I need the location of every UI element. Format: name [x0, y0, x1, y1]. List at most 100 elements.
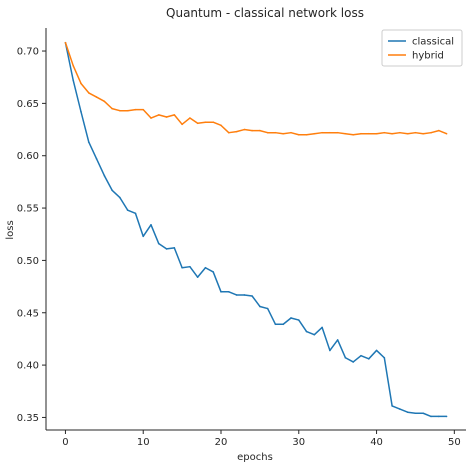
data-point-hybrid — [297, 133, 300, 136]
data-point-hybrid — [290, 131, 292, 134]
plot-area — [64, 41, 448, 418]
x-axis-ticks: 0 10 20 30 40 50 — [62, 430, 461, 448]
data-point-classical — [290, 317, 292, 319]
data-point-hybrid — [165, 116, 168, 118]
data-point-hybrid — [103, 100, 106, 103]
data-point-classical — [173, 247, 176, 249]
data-point-classical — [235, 294, 238, 296]
y-axis-ticks: 0.35 0.40 0.45 0.50 0.55 0.60 0.65 0.70 — [17, 47, 46, 424]
data-point-hybrid — [274, 131, 277, 134]
data-point-classical — [227, 291, 230, 293]
y-tick-label: 0.55 — [17, 204, 39, 215]
data-point-classical — [87, 141, 90, 143]
data-point-hybrid — [196, 122, 199, 125]
data-point-hybrid — [235, 130, 238, 133]
data-point-classical — [134, 212, 137, 215]
data-point-hybrid — [437, 129, 440, 132]
data-point-classical — [414, 412, 417, 415]
data-point-hybrid — [282, 132, 285, 135]
data-point-classical — [196, 276, 199, 278]
data-point-classical — [111, 189, 113, 192]
data-point-classical — [266, 307, 269, 310]
data-point-hybrid — [243, 128, 246, 131]
data-point-classical — [251, 295, 253, 297]
data-point-classical — [437, 415, 440, 418]
data-point-classical — [282, 323, 285, 326]
data-point-classical — [375, 349, 378, 352]
data-point-hybrid — [111, 107, 113, 110]
data-point-hybrid — [367, 132, 370, 135]
y-tick-label: 0.65 — [17, 99, 39, 110]
data-point-classical — [95, 158, 98, 160]
data-point-hybrid — [360, 132, 362, 135]
series-line-hybrid — [64, 42, 447, 136]
data-point-classical — [422, 412, 425, 415]
data-point-classical — [150, 224, 152, 226]
x-tick-label: 50 — [448, 437, 461, 448]
data-point-hybrid — [134, 108, 137, 111]
data-point-hybrid — [181, 123, 183, 126]
data-point-hybrid — [64, 41, 67, 44]
data-point-hybrid — [414, 131, 417, 134]
data-point-hybrid — [212, 121, 215, 124]
data-point-classical — [119, 196, 121, 199]
data-point-hybrid — [173, 114, 176, 116]
data-point-classical — [297, 319, 300, 321]
data-point-hybrid — [119, 109, 121, 112]
data-point-classical — [220, 291, 222, 293]
data-point-classical — [165, 248, 168, 250]
x-tick-label: 0 — [62, 437, 68, 448]
x-tick-label: 30 — [292, 437, 305, 448]
data-point-hybrid — [72, 64, 75, 67]
legend-label-hybrid: hybrid — [412, 51, 444, 62]
legend: classical hybrid — [381, 29, 463, 67]
y-axis-label: loss — [5, 220, 16, 239]
y-tick-label: 0.70 — [17, 47, 39, 58]
data-point-classical — [204, 266, 207, 269]
x-tick-label: 40 — [370, 437, 383, 448]
x-tick-label: 10 — [137, 437, 150, 448]
data-point-hybrid — [204, 121, 207, 124]
data-point-classical — [189, 265, 191, 268]
data-point-hybrid — [422, 132, 425, 135]
data-point-classical — [212, 271, 215, 273]
data-point-hybrid — [251, 129, 253, 132]
data-point-hybrid — [80, 82, 82, 85]
data-point-hybrid — [406, 132, 409, 135]
data-point-classical — [360, 354, 362, 357]
data-point-hybrid — [313, 132, 316, 135]
data-point-classical — [383, 356, 386, 359]
data-point-hybrid — [391, 132, 393, 135]
data-point-classical — [329, 349, 331, 352]
data-point-hybrid — [266, 131, 269, 134]
data-point-classical — [321, 326, 323, 329]
data-point-hybrid — [220, 124, 222, 127]
data-point-classical — [445, 415, 448, 418]
x-tick-label: 20 — [215, 437, 228, 448]
legend-label-classical: classical — [412, 37, 454, 48]
data-point-classical — [313, 333, 316, 336]
y-tick-label: 0.40 — [17, 361, 39, 372]
data-point-classical — [157, 242, 160, 245]
legend-box — [381, 29, 463, 67]
data-point-hybrid — [305, 133, 308, 136]
data-point-hybrid — [399, 131, 401, 134]
data-point-hybrid — [329, 131, 331, 134]
y-tick-label: 0.50 — [17, 256, 39, 267]
data-point-hybrid — [157, 114, 160, 116]
data-point-hybrid — [336, 131, 339, 134]
data-point-classical — [142, 235, 145, 238]
data-point-hybrid — [375, 132, 378, 135]
data-point-classical — [352, 361, 355, 363]
data-point-classical — [305, 330, 308, 333]
data-point-classical — [399, 408, 401, 410]
data-point-hybrid — [352, 133, 355, 136]
data-point-classical — [274, 323, 277, 326]
data-point-classical — [181, 266, 183, 269]
data-point-hybrid — [430, 131, 432, 134]
data-point-classical — [336, 339, 339, 341]
y-tick-label: 0.45 — [17, 308, 39, 319]
data-point-hybrid — [227, 131, 230, 134]
data-point-classical — [103, 174, 106, 177]
